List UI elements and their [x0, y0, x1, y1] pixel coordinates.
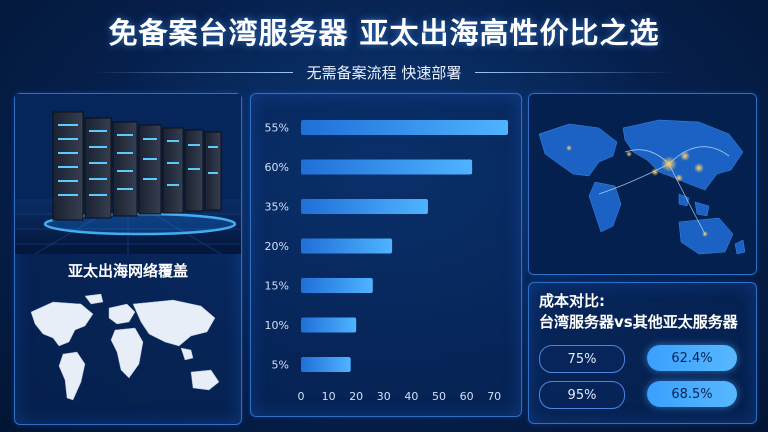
cost-comparison-panel: 成本对比: 台湾服务器vs其他亚太服务器 75% 62.4% 95% 68.5%	[528, 282, 757, 424]
bar-chart: 55% 60% 35% 20% 15% 10% 5% 0 10 20 30 40 50 60 70	[265, 120, 508, 403]
category-label-5: 10%	[265, 319, 289, 332]
x-tick-7: 70	[487, 390, 501, 403]
x-tick-6: 60	[460, 390, 474, 403]
bar-1	[301, 159, 473, 175]
bar-5	[301, 317, 357, 333]
x-tick-0: 0	[298, 390, 305, 403]
bar-6	[301, 357, 351, 372]
category-label-0: 55%	[265, 122, 289, 135]
category-label-6: 5%	[272, 359, 289, 372]
cost-row2-left: 95%	[539, 381, 625, 409]
bar-2	[301, 199, 428, 214]
subtitle-divider-right	[475, 71, 676, 73]
cost-title-line1: 成本对比:	[539, 292, 605, 310]
page-title: 免备案台湾服务器 亚太出海高性价比之选	[108, 16, 660, 50]
bar-4	[301, 278, 373, 293]
x-tick-2: 20	[349, 390, 363, 403]
x-tick-4: 40	[404, 390, 418, 403]
asia-pacific-map-panel	[528, 93, 757, 275]
cost-row1-left: 75%	[539, 345, 625, 373]
x-tick-3: 30	[377, 390, 391, 403]
coverage-label: 亚太出海网络覆盖	[67, 262, 188, 280]
world-map-illustration	[23, 290, 233, 416]
cost-row1-right: 62.4%	[647, 345, 737, 371]
bar-3	[301, 238, 393, 254]
category-label-1: 60%	[265, 161, 289, 174]
x-tick-5: 50	[432, 390, 446, 403]
asia-pacific-map	[529, 94, 756, 274]
cost-title-line2: 台湾服务器vs其他亚太服务器	[539, 313, 738, 331]
category-label-3: 20%	[265, 240, 289, 253]
page-subtitle: 无需备案流程 快速部署	[306, 63, 462, 82]
network-coverage-panel: 亚太出海网络覆盖	[14, 93, 242, 425]
bar-0	[301, 120, 508, 135]
cost-row2-right: 68.5%	[647, 381, 737, 407]
subtitle-row: 无需备案流程 快速部署	[0, 60, 768, 84]
x-tick-1: 10	[322, 390, 336, 403]
bar-chart-panel: 55% 60% 35% 20% 15% 10% 5% 0 10 20 30 40 50 60 70	[250, 93, 522, 417]
category-label-4: 15%	[265, 280, 289, 293]
category-label-2: 35%	[265, 201, 289, 214]
cost-title: 成本对比: 台湾服务器vs其他亚太服务器	[539, 291, 738, 333]
subtitle-divider-left	[92, 71, 293, 73]
server-rack-illustration	[15, 94, 241, 254]
